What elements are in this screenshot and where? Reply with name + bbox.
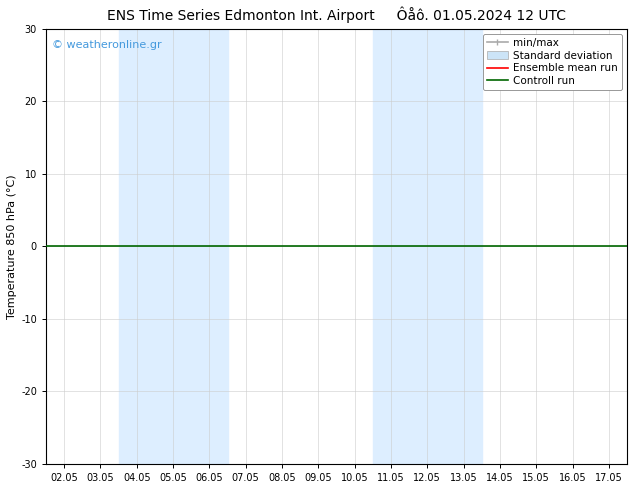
Text: © weatheronline.gr: © weatheronline.gr [52,40,162,49]
Title: ENS Time Series Edmonton Int. Airport     Ôåô. 01.05.2024 12 UTC: ENS Time Series Edmonton Int. Airport Ôå… [107,7,566,24]
Y-axis label: Temperature 850 hPa (°C): Temperature 850 hPa (°C) [7,174,17,318]
Bar [373,29,482,464]
Bar [119,29,228,464]
Legend: min/max, Standard deviation, Ensemble mean run, Controll run: min/max, Standard deviation, Ensemble me… [482,34,622,90]
